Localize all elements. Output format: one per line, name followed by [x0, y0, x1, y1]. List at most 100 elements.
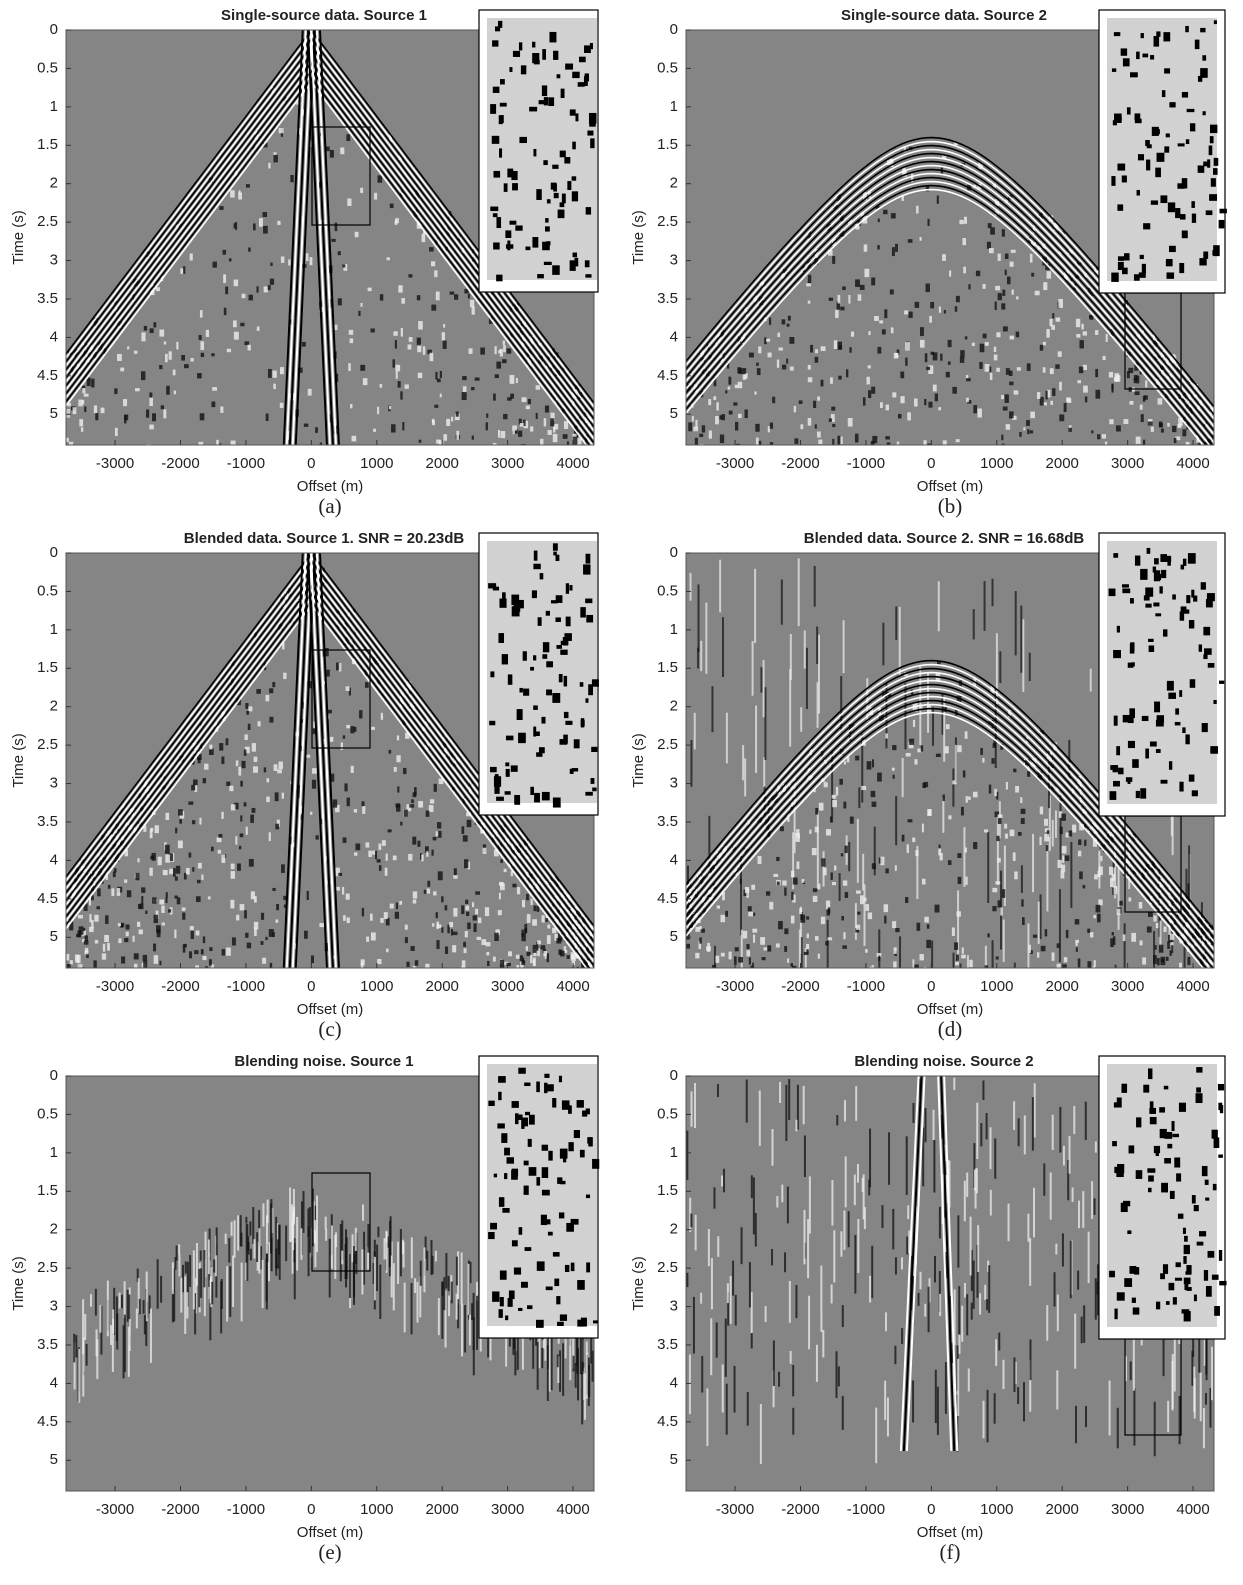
noise [1182, 429, 1187, 437]
noise [901, 757, 904, 798]
noise [873, 826, 876, 876]
noise [1126, 371, 1130, 379]
inset-noise [1156, 152, 1165, 162]
noise [240, 1232, 243, 1247]
noise [693, 887, 697, 894]
noise [938, 844, 941, 850]
noise [578, 392, 583, 400]
inset-noise [530, 666, 535, 671]
noise [192, 820, 196, 825]
noise [1205, 1332, 1208, 1381]
inset-noise [1149, 741, 1157, 747]
inset-noise [1153, 570, 1161, 582]
wavefront [66, 580, 594, 955]
noise [553, 426, 556, 433]
noise [832, 881, 836, 886]
noise [1105, 333, 1108, 342]
noise [446, 418, 451, 426]
noise [1039, 894, 1042, 940]
noise [715, 1322, 718, 1358]
inset-noise [1116, 1292, 1125, 1301]
noise [839, 778, 843, 785]
noise [354, 1227, 357, 1251]
noise [123, 1314, 126, 1373]
noise [476, 1295, 479, 1350]
x-tick-label: -1000 [227, 455, 265, 472]
inset-noise [1127, 740, 1136, 749]
noise [830, 816, 833, 823]
noise [452, 763, 457, 767]
inset-noise [1197, 75, 1203, 82]
caption: (a) [318, 494, 341, 518]
noise [118, 938, 122, 944]
inset-noise [555, 617, 561, 622]
noise [1038, 212, 1043, 220]
noise [1109, 878, 1114, 887]
noise [403, 767, 407, 775]
noise [809, 829, 812, 834]
noise [563, 421, 569, 429]
noise [274, 792, 279, 802]
inset-noise [492, 1291, 500, 1302]
noise [191, 784, 196, 791]
noise [784, 1252, 787, 1273]
inset-noise [1207, 1250, 1215, 1258]
noise [376, 859, 381, 863]
noise [747, 906, 752, 912]
noise [433, 783, 437, 792]
noise [247, 723, 251, 730]
noise [776, 856, 780, 862]
inset-noise [511, 1101, 519, 1108]
inset-noise [1175, 708, 1180, 715]
noise [467, 1263, 470, 1315]
inset-noise [499, 148, 503, 158]
noise [867, 365, 871, 369]
noise [553, 352, 559, 359]
noise [1128, 367, 1134, 374]
inset-noise [492, 40, 499, 47]
noise [866, 376, 870, 385]
noise [693, 426, 699, 432]
noise [79, 859, 85, 864]
noise [787, 315, 791, 321]
noise [441, 896, 444, 903]
y-tick-label: 3.5 [657, 1336, 678, 1353]
noise [107, 942, 110, 951]
inset-noise [591, 746, 598, 753]
noise [553, 423, 559, 430]
noise [557, 933, 563, 942]
noise [1079, 782, 1082, 807]
noise [1082, 885, 1086, 889]
inset-noise [1168, 1282, 1175, 1291]
inset-noise [504, 791, 511, 795]
y-tick-label: 3.5 [37, 1336, 58, 1353]
noise [953, 1289, 956, 1346]
noise [410, 1237, 413, 1279]
noise [1083, 272, 1087, 278]
inset-noise [1187, 553, 1196, 564]
noise [791, 891, 794, 901]
noise [178, 223, 182, 228]
noise [340, 742, 344, 750]
noise [1167, 1400, 1170, 1433]
noise [509, 304, 513, 312]
noise [1083, 1305, 1086, 1343]
noise [247, 1241, 250, 1255]
noise [790, 870, 795, 878]
noise [905, 1136, 908, 1195]
noise [794, 438, 799, 444]
y-tick-label: 2.5 [37, 1259, 58, 1276]
inset-noise [1161, 569, 1167, 579]
inset-noise [1203, 161, 1210, 167]
inset-noise [1143, 595, 1150, 601]
x-axis-label: Offset (m) [297, 1001, 363, 1018]
noise [767, 945, 772, 952]
inset-noise [532, 41, 536, 48]
noise [107, 884, 111, 889]
noise [525, 855, 530, 859]
inset-noise [553, 50, 559, 60]
noise [773, 873, 779, 877]
inset-noise [1176, 1173, 1182, 1182]
noise [168, 853, 174, 861]
inset-noise [1127, 1230, 1132, 1235]
